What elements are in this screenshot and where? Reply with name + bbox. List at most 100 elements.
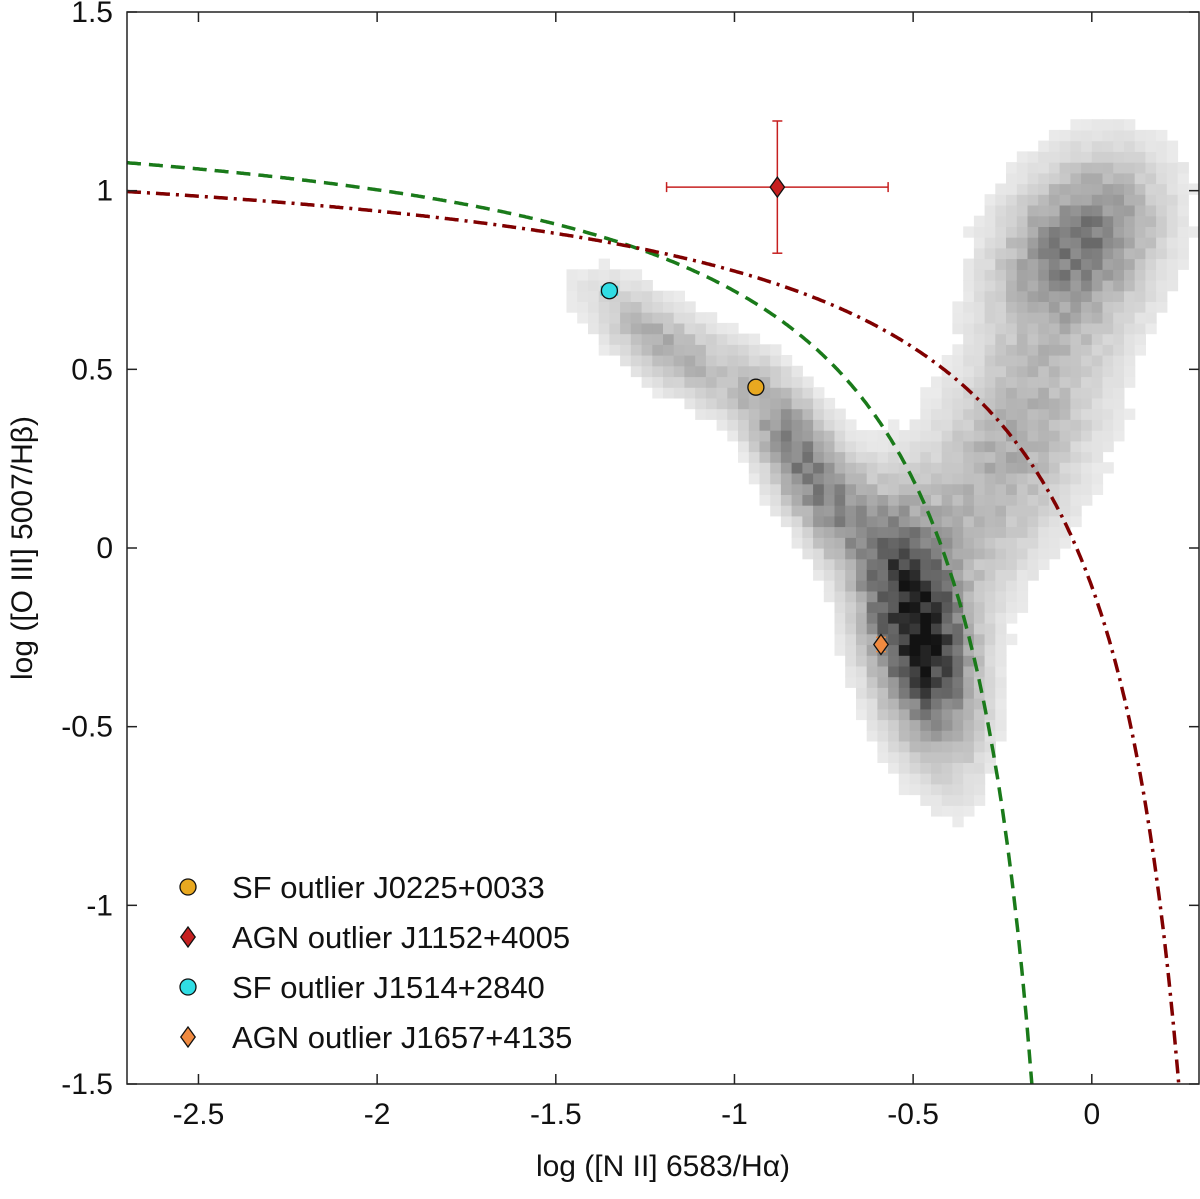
heatmap-cell [673, 333, 685, 345]
heatmap-cell [1070, 247, 1082, 260]
heatmap-cell [995, 473, 1007, 485]
heatmap-cell [695, 333, 707, 345]
heatmap-cell [748, 462, 761, 474]
heatmap-cell [909, 462, 921, 474]
heatmap-cell [1081, 397, 1093, 410]
heatmap-cell [941, 451, 953, 463]
heatmap-cell [963, 365, 975, 378]
heatmap-cell [1027, 301, 1039, 313]
heatmap-cell [1048, 194, 1061, 206]
heatmap-cell [1166, 215, 1179, 227]
heatmap-cell [716, 397, 728, 410]
heatmap-cell [1113, 408, 1125, 420]
heatmap-cell [909, 590, 921, 603]
diamond-marker [769, 175, 786, 199]
heatmap-cell [963, 290, 975, 302]
heatmap-cell [995, 430, 1007, 442]
heatmap-cell [995, 730, 1007, 742]
heatmap-cell [888, 751, 900, 763]
heatmap-cell [1134, 215, 1146, 227]
outlier-points [600, 120, 889, 656]
heatmap-cell [1091, 473, 1104, 485]
heatmap-cell [1081, 226, 1093, 238]
heatmap-cell [888, 601, 900, 613]
heatmap-cell [920, 580, 932, 592]
heatmap-cell [727, 344, 739, 356]
heatmap-cell [1081, 355, 1093, 367]
heatmap-cell [973, 644, 986, 656]
heatmap-cell [780, 462, 793, 474]
heatmap-cell [748, 451, 761, 463]
heatmap-cell [995, 612, 1007, 624]
heatmap-cell [984, 526, 996, 538]
heatmap-cell [813, 451, 825, 463]
heatmap-cell [791, 440, 803, 453]
heatmap-cell [1006, 483, 1018, 495]
heatmap-cell [1166, 140, 1179, 152]
heatmap-cell [888, 644, 900, 656]
x-tick-label: -2 [364, 1098, 391, 1131]
heatmap-cell [1145, 280, 1157, 292]
heatmap-cell [1102, 290, 1114, 302]
heatmap-cell [1156, 183, 1168, 195]
heatmap-cell [1113, 312, 1125, 324]
heatmap-cell [630, 301, 643, 313]
heatmap-cell [898, 515, 911, 528]
heatmap-cell [1091, 451, 1104, 463]
heatmap-cell [823, 548, 836, 560]
heatmap-cell [995, 451, 1007, 463]
heatmap-cell [620, 312, 632, 324]
heatmap-cell [1027, 440, 1039, 453]
heatmap-cell [1006, 558, 1018, 570]
heatmap-cell [995, 633, 1007, 646]
heatmap-cell [952, 440, 964, 453]
heatmap-cell [823, 515, 836, 528]
heatmap-cell [1102, 462, 1114, 474]
data-point [600, 282, 619, 300]
heatmap-cell [866, 494, 878, 506]
heatmap-cell [995, 655, 1007, 667]
heatmap-cell [888, 451, 900, 463]
heatmap-cell [973, 601, 986, 613]
heatmap-cell [1027, 408, 1039, 420]
heatmap-cell [1113, 172, 1125, 185]
heatmap-cell [963, 548, 975, 560]
heatmap-cell [941, 537, 953, 549]
heatmap-cell [909, 580, 921, 592]
heatmap-cell [1091, 140, 1104, 152]
heatmap-cell [963, 312, 975, 324]
heatmap-cell [877, 698, 889, 710]
heatmap-cell [791, 494, 803, 506]
heatmap-cell [952, 741, 964, 753]
heatmap-cell [1156, 140, 1168, 152]
heatmap-cell [909, 762, 921, 774]
data-point [747, 378, 765, 396]
heatmap-cell [909, 505, 921, 517]
heatmap-cell [684, 312, 696, 324]
heatmap-cell [1038, 376, 1050, 388]
heatmap-cell [695, 408, 707, 420]
heatmap-cell [1027, 183, 1039, 195]
heatmap-cell [1124, 119, 1136, 131]
heatmap-cell [684, 376, 696, 388]
heatmap-cell [1027, 419, 1039, 431]
heatmap-cell [1102, 355, 1114, 367]
heatmap-cell [1156, 301, 1168, 313]
heatmap-cell [984, 537, 996, 549]
heatmap-cell [1081, 205, 1093, 217]
heatmap-cell [1016, 205, 1029, 217]
heatmap-cell [941, 526, 953, 538]
heatmap-cell [1006, 258, 1018, 270]
heatmap-cell [877, 473, 889, 485]
circle-marker [747, 378, 765, 396]
heatmap-cell [898, 676, 911, 688]
heatmap-cell [1016, 430, 1029, 442]
heatmap-cell [898, 505, 911, 517]
heatmap-cell [834, 430, 846, 442]
heatmap-cell [1102, 237, 1114, 249]
heatmap-cell [963, 644, 975, 656]
heatmap-cell [963, 601, 975, 613]
heatmap-cell [759, 430, 771, 442]
heatmap-cell [609, 301, 621, 313]
heatmap-cell [748, 419, 761, 431]
